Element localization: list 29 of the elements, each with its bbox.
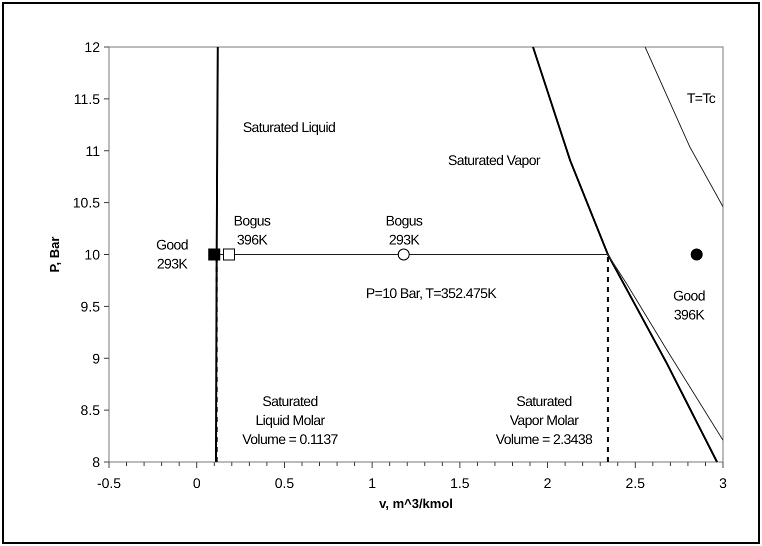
x-tick-label: 1 bbox=[368, 475, 376, 491]
x-tick-label: 0 bbox=[192, 475, 201, 491]
y-tick-label: 8 bbox=[92, 454, 100, 470]
annotation: Bogus 396K bbox=[234, 212, 271, 248]
x-tick-label: 2.5 bbox=[626, 475, 646, 491]
annotation: T=Tc bbox=[686, 90, 716, 106]
y-tick-label: 11 bbox=[85, 142, 100, 159]
y-tick-label: 9.5 bbox=[80, 298, 100, 314]
annotation: Good 293K bbox=[156, 236, 188, 272]
y-axis-title: P, Bar bbox=[47, 236, 62, 272]
annotation: Bogus 293K bbox=[386, 212, 423, 248]
y-tick-label: 12 bbox=[84, 39, 100, 55]
annotation: Saturated Liquid Molar Volume = 0.1137 bbox=[242, 393, 339, 447]
annotation: Good 396K bbox=[673, 288, 706, 322]
y-tick-label: 10 bbox=[84, 246, 100, 262]
x-tick-label: 2 bbox=[544, 475, 552, 491]
annotation: Saturated Liquid bbox=[242, 119, 336, 135]
x-tick-label: 3 bbox=[719, 475, 728, 491]
x-tick-label: 1.5 bbox=[450, 475, 470, 491]
annotation: Saturated Vapor Molar Volume = 2.3438 bbox=[496, 393, 594, 447]
x-tick-label: -0.5 bbox=[96, 475, 122, 491]
y-tick-label: 10.5 bbox=[72, 194, 100, 211]
y-tick-label: 9 bbox=[92, 350, 100, 366]
annotation: P=10 Bar, T=352.475K bbox=[366, 285, 498, 301]
x-tick-label: 0.5 bbox=[274, 475, 294, 491]
x-axis-title: v, m^3/kmol bbox=[379, 496, 453, 511]
annotation: Saturated Vapor bbox=[448, 152, 541, 168]
y-tick-label: 11.5 bbox=[74, 90, 100, 107]
y-tick-label: 8.5 bbox=[80, 402, 100, 418]
